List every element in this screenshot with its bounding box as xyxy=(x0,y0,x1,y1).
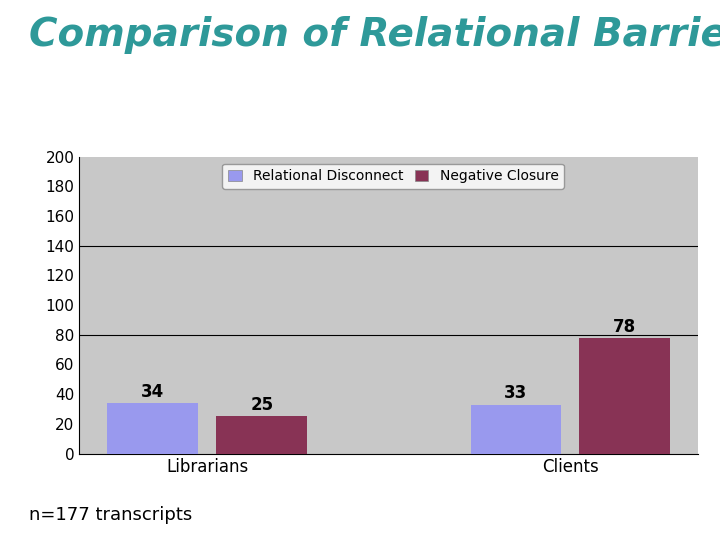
Bar xyxy=(216,416,307,454)
Bar xyxy=(580,338,670,454)
Bar xyxy=(107,403,198,454)
Text: 33: 33 xyxy=(504,384,528,402)
Bar xyxy=(470,404,562,454)
Text: 78: 78 xyxy=(613,318,636,335)
Text: 34: 34 xyxy=(141,383,164,401)
Text: n=177 transcripts: n=177 transcripts xyxy=(29,506,192,524)
Text: 25: 25 xyxy=(250,396,274,414)
Text: Comparison of Relational Barriers: Comparison of Relational Barriers xyxy=(29,16,720,54)
Legend: Relational Disconnect, Negative Closure: Relational Disconnect, Negative Closure xyxy=(222,164,564,188)
